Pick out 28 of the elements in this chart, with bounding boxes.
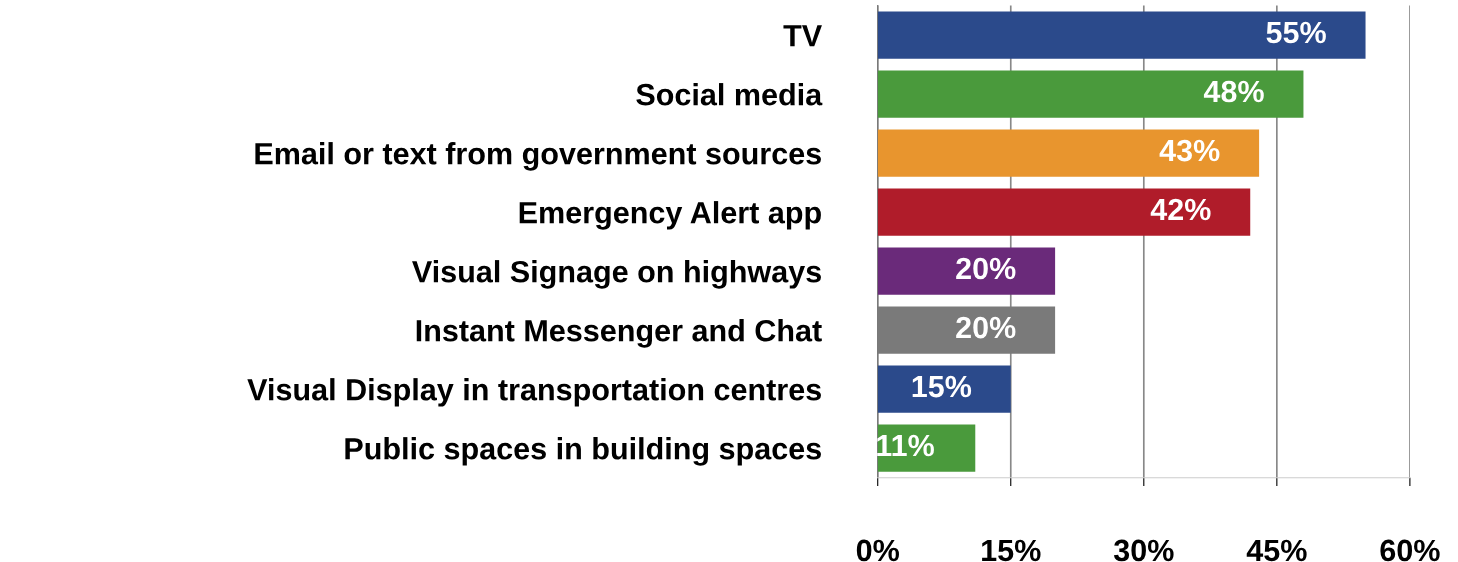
x-tick-label: 60% — [1380, 539, 1440, 562]
y-tick-label: Visual Display in transportation centres — [247, 378, 821, 407]
y-tick-label: Emergency Alert app — [519, 201, 821, 230]
y-tick-label: Email or text from government sources — [255, 142, 821, 171]
bar — [877, 11, 1366, 59]
y-tick-label: Social media — [636, 83, 823, 106]
data-label: 48% — [1203, 80, 1264, 103]
data-label: 42% — [1150, 198, 1211, 221]
x-tick-label: 45% — [1246, 539, 1307, 562]
x-tick-label: 0% — [856, 539, 899, 562]
bar — [877, 70, 1304, 118]
bar — [877, 188, 1251, 236]
y-tick-label: Public spaces in building spaces — [345, 437, 821, 466]
data-label: 43% — [1159, 139, 1220, 162]
y-tick-label: Visual Signage on highways — [412, 260, 821, 289]
y-tick-label: TV — [783, 25, 822, 47]
y-tick-label: Instant Messenger and Chat — [416, 319, 822, 348]
data-label: 20% — [956, 257, 1016, 280]
bar — [877, 306, 1056, 354]
bar — [877, 247, 1056, 295]
bar — [877, 129, 1260, 177]
x-tick-label: 15% — [982, 539, 1041, 562]
data-label: 11% — [877, 434, 934, 457]
x-tick-label: 30% — [1113, 539, 1174, 562]
data-label: 15% — [912, 375, 972, 398]
bar — [877, 365, 1011, 413]
data-label: 55% — [1266, 21, 1326, 44]
data-label: 20% — [956, 316, 1016, 339]
